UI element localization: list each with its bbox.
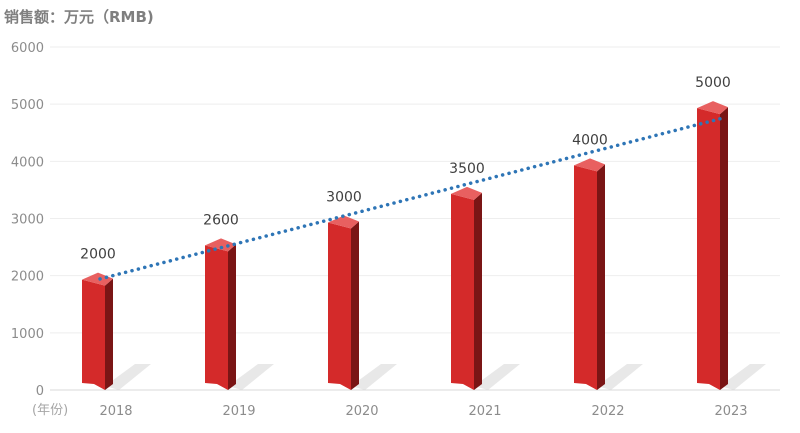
x-tick-label: 2019 <box>222 404 255 419</box>
bar-side <box>351 221 359 390</box>
grid-lines <box>50 46 780 391</box>
data-label: 2000 <box>80 247 116 263</box>
y-tick-label: 4000 <box>11 155 44 170</box>
y-tick-label: 6000 <box>11 41 44 56</box>
chart-title: 销售额：万元（RMB) <box>4 8 154 26</box>
data-label: 3500 <box>449 161 485 177</box>
bar-top <box>205 238 236 252</box>
bar-shadows <box>105 364 766 390</box>
y-tick-label: 3000 <box>11 213 44 228</box>
bar-shadow <box>720 364 766 390</box>
bar-side <box>720 107 728 391</box>
data-labels: 2000 2600 3000 3500 4000 5000 <box>80 75 731 263</box>
y-tick-label: 5000 <box>11 98 44 113</box>
bar-shadow <box>105 364 151 390</box>
x-tick-label: 2018 <box>99 404 132 419</box>
y-axis-ticks: 0 1000 2000 3000 4000 5000 6000 <box>11 41 44 399</box>
bar-side <box>474 192 482 390</box>
y-tick-label: 1000 <box>11 327 44 342</box>
bar <box>82 279 105 390</box>
x-tick-label: 2023 <box>714 404 747 419</box>
bar-shadow <box>351 364 397 390</box>
x-tick-label: 2021 <box>468 404 501 419</box>
bar-top <box>82 272 113 286</box>
x-tick-label: 2022 <box>591 404 624 419</box>
x-unit-label: (年份) <box>32 403 68 418</box>
y-tick-label: 0 <box>36 384 44 399</box>
bar <box>574 165 597 390</box>
y-tick-label: 2000 <box>11 270 44 285</box>
bar-shadow <box>474 364 520 390</box>
x-tick-label: 2020 <box>345 404 378 419</box>
bar-top <box>451 186 482 200</box>
data-label: 2600 <box>203 212 239 228</box>
bar-top <box>697 101 728 115</box>
trendline <box>98 116 725 281</box>
bar <box>328 222 351 390</box>
bar <box>697 108 720 391</box>
bar <box>451 193 474 390</box>
trendline <box>98 116 725 281</box>
bar-side <box>597 164 605 390</box>
data-label: 3000 <box>326 190 362 206</box>
bar-shadow <box>597 364 643 390</box>
data-label: 4000 <box>572 132 608 148</box>
bar-side <box>228 244 236 390</box>
bar-top <box>574 158 605 172</box>
data-label: 5000 <box>695 75 731 91</box>
bar-side <box>105 278 113 390</box>
x-axis-ticks: 2018 2019 2020 2021 2022 2023 <box>99 404 747 419</box>
bar-shadow <box>228 364 274 390</box>
bar-top <box>328 215 359 229</box>
bars <box>82 101 728 391</box>
bar <box>205 245 228 390</box>
